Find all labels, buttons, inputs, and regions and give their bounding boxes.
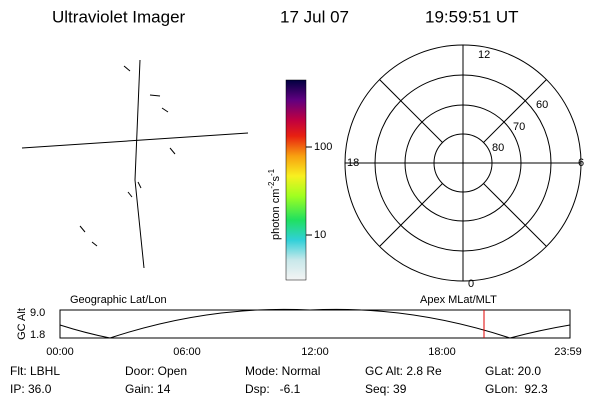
strip-x-tick: 23:59 bbox=[554, 346, 582, 358]
strip-y-tick: 1.8 bbox=[30, 329, 45, 341]
strip-x-tick: 18:00 bbox=[428, 346, 456, 358]
info-field: Dsp: -6.1 bbox=[245, 382, 301, 396]
info-field: GLon: 92.3 bbox=[485, 382, 548, 396]
colorbar bbox=[285, 79, 307, 281]
altitude-curve bbox=[59, 308, 571, 339]
mlt-label: 18 bbox=[347, 157, 359, 169]
info-field: Door: Open bbox=[125, 364, 187, 378]
strip-x-tick: 12:00 bbox=[301, 346, 329, 358]
info-field: Flt: LBHL bbox=[10, 364, 60, 378]
lat-label: 60 bbox=[536, 99, 548, 111]
strip-frame bbox=[59, 309, 571, 339]
polar-plot bbox=[344, 44, 582, 282]
strip-title: Apex MLat/MLT bbox=[420, 294, 497, 306]
mlt-label: 12 bbox=[478, 49, 490, 61]
lat-label: 80 bbox=[492, 142, 504, 154]
mlt-label: 0 bbox=[468, 278, 474, 290]
info-field: Gain: 14 bbox=[125, 382, 171, 396]
strip-title: Geographic Lat/Lon bbox=[70, 294, 167, 306]
colorbar-tick-label: 10 bbox=[314, 229, 326, 241]
strip-y-tick: 9.0 bbox=[30, 307, 45, 319]
geo-grid bbox=[21, 59, 249, 269]
mlt-label: 6 bbox=[578, 157, 584, 169]
time: 19:59:51 UT bbox=[425, 7, 519, 26]
strip-x-tick: 00:00 bbox=[46, 346, 74, 358]
lat-label: 70 bbox=[513, 121, 525, 133]
info-field: Seq: 39 bbox=[365, 382, 407, 396]
info-field: IP: 36.0 bbox=[10, 382, 52, 396]
strip-y-label: GC Alt bbox=[16, 308, 28, 340]
strip-x-tick: 06:00 bbox=[173, 346, 201, 358]
info-field: GC Alt: 2.8 Re bbox=[365, 364, 442, 378]
info-field: Mode: Normal bbox=[245, 364, 320, 378]
info-panel: Flt: LBHL Door: Open Mode: Normal GC Alt: 2… bbox=[10, 364, 548, 396]
title: Ultraviolet Imager bbox=[52, 7, 186, 26]
colorbar-label: photon cm-2s-1 bbox=[267, 168, 282, 240]
colorbar-tick-label: 100 bbox=[314, 141, 332, 153]
date: 17 Jul 07 bbox=[280, 7, 349, 26]
info-field: GLat: 20.0 bbox=[485, 364, 541, 378]
